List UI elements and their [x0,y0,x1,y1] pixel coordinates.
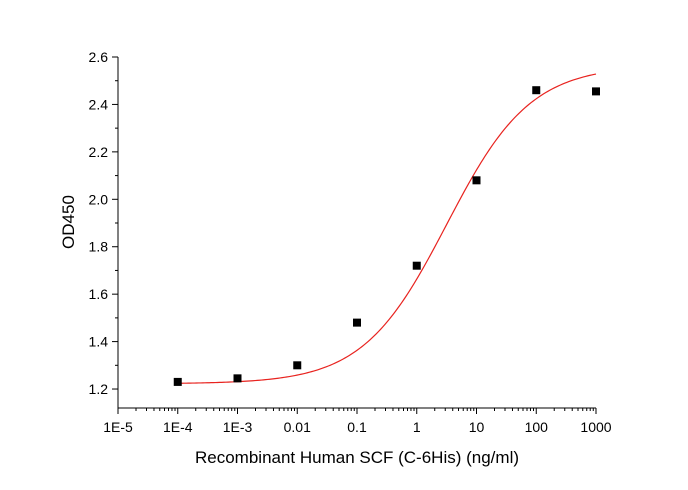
y-tick-label: 1.4 [89,334,109,350]
x-tick-label: 1E-3 [223,419,253,435]
y-tick-label: 2.4 [89,96,109,112]
fit-curve [177,73,597,384]
data-point [353,318,361,327]
y-tick-label: 1.6 [89,286,109,302]
x-tick-label: 1000 [580,419,611,435]
data-point [532,86,541,95]
y-axis-label: OD450 [59,195,78,249]
x-axis: 1E-5 1E-4 1E-3 0.01 0.1 1 10 100 1000 [103,407,612,435]
y-tick-label: 2.2 [89,144,109,160]
y-tick-label: 2.6 [89,49,109,65]
x-axis-label: Recombinant Human SCF (C-6His) (ng/ml) [195,448,519,467]
x-tick-label: 10 [469,419,485,435]
data-point [472,176,481,185]
y-tick-label: 2.0 [89,191,109,207]
x-tick-label: 100 [525,419,549,435]
y-tick-label: 1.2 [89,381,109,397]
fit-curve-layer [177,73,597,384]
data-point [233,374,242,383]
x-tick-label: 1 [413,419,421,435]
data-point [293,361,302,370]
x-tick-label: 0.1 [347,419,367,435]
y-tick-label: 1.8 [89,239,109,255]
x-tick-label: 0.01 [284,419,311,435]
data-point [412,261,421,270]
y-axis: 1.2 1.4 1.6 1.8 2.0 2.2 2.4 2.6 [89,49,119,408]
data-points-layer [173,86,600,386]
x-tick-label: 1E-4 [163,419,193,435]
data-point [592,87,600,96]
data-point [173,377,182,386]
x-tick-label: 1E-5 [103,419,133,435]
